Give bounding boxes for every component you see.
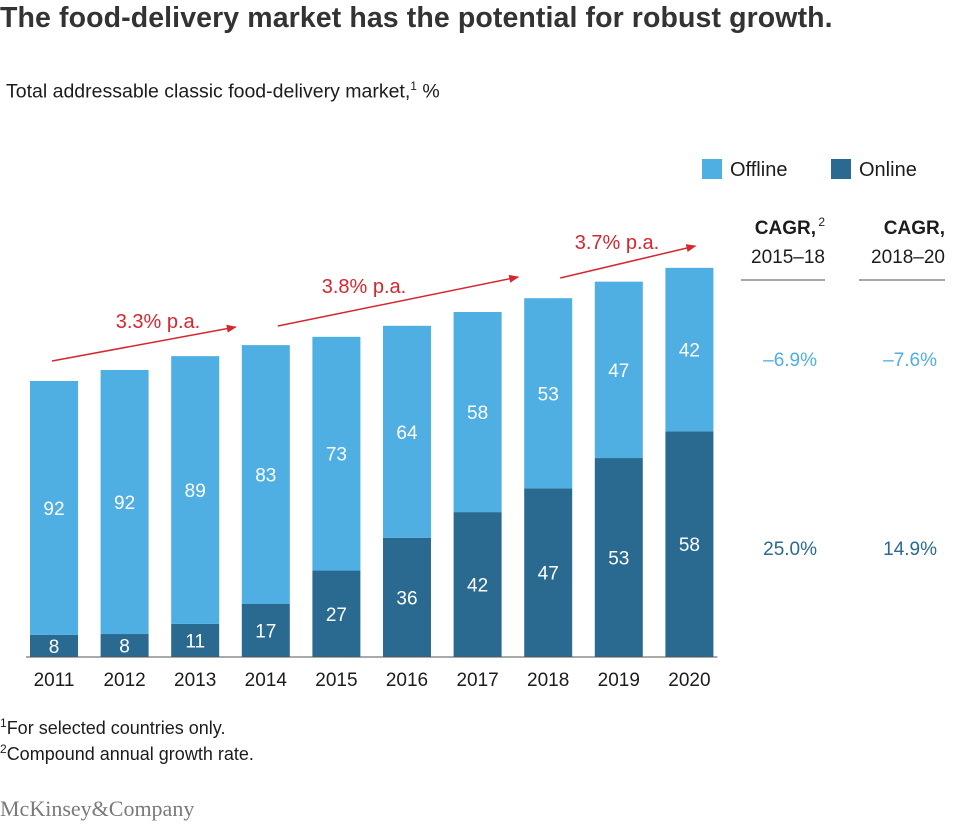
label-offline-2012: 92	[114, 493, 135, 514]
bar-offline-2015	[312, 336, 361, 571]
bar-offline-2012	[100, 369, 149, 635]
label-online-2013: 11	[185, 631, 205, 652]
cagr-header-1: CAGR,	[755, 218, 816, 239]
legend-label-online: Online	[859, 159, 917, 181]
growth-arrow-2	[277, 274, 520, 327]
x-tick-2018: 2018	[527, 670, 569, 691]
label-online-2018: 47	[538, 564, 559, 585]
x-tick-2020: 2020	[668, 670, 710, 691]
x-tick-2015: 2015	[315, 670, 357, 691]
label-offline-2013: 89	[185, 481, 206, 502]
bar-online-2012	[100, 634, 149, 657]
cagr-header-footnote-1: 2	[818, 215, 825, 229]
legend: Offline Online	[702, 159, 917, 181]
bar-offline-2013	[171, 356, 220, 624]
label-offline-2011: 92	[43, 499, 64, 520]
x-tick-2017: 2017	[456, 670, 498, 691]
label-online-2017: 42	[467, 576, 488, 597]
bar-offline-2011	[30, 381, 78, 635]
label-online-2019: 53	[608, 549, 629, 570]
bar-offline-2016	[383, 325, 431, 538]
growth-label-2: 3.8% p.a.	[322, 276, 407, 298]
legend-swatch-online	[831, 159, 851, 179]
bar-online-2015	[312, 570, 361, 657]
footnote-2-marker: 2	[0, 742, 7, 756]
label-online-2014: 17	[255, 621, 276, 642]
x-tick-labels: 2011 2012 2013 2014 2015 2016 2017 2018 2019 2020	[34, 670, 711, 691]
footnote-1-text: For selected countries only.	[6, 718, 226, 738]
cagr-header-2: CAGR,	[884, 218, 945, 239]
x-tick-2014: 2014	[245, 670, 288, 691]
label-offline-2018: 53	[538, 384, 559, 405]
chart-subtitle: Total addressable classic food-delivery …	[6, 79, 440, 104]
label-online-2012: 8	[119, 637, 130, 658]
subtitle-unit: %	[422, 80, 440, 103]
label-offline-2019: 47	[608, 361, 629, 382]
bar-online-2018	[524, 488, 573, 657]
footnote-2: 2Compound annual growth rate.	[0, 742, 254, 765]
x-tick-2012: 2012	[103, 670, 145, 691]
label-offline-2015: 73	[326, 445, 347, 466]
brand-logo: McKinsey&Company	[0, 796, 195, 821]
bars-group: 8 92 8 92 11 89 17 83 27 73 36 64 42 58 47 53 53 47 58 42	[26, 267, 718, 658]
bar-online-2020	[665, 431, 714, 657]
bar-online-2016	[383, 537, 431, 657]
x-tick-2016: 2016	[386, 670, 428, 691]
label-offline-2016: 64	[396, 423, 418, 444]
bar-offline-2019	[594, 281, 643, 459]
bar-online-2017	[453, 512, 502, 657]
bar-offline-2020	[665, 267, 714, 432]
subtitle-text: Total addressable classic food-delivery …	[6, 80, 411, 103]
label-online-2011: 8	[49, 637, 60, 658]
cagr-period-2: 2018–20	[871, 247, 945, 268]
label-online-2015: 27	[326, 605, 347, 626]
growth-arrow-1	[51, 324, 237, 362]
cagr-online-2: 14.9%	[883, 539, 937, 560]
bar-online-2013	[171, 623, 220, 657]
bar-offline-2017	[453, 312, 502, 513]
label-online-2016: 36	[396, 588, 417, 609]
bar-online-2014	[241, 603, 290, 657]
cagr-period-1: 2015–18	[751, 247, 825, 268]
legend-label-offline: Offline	[730, 159, 787, 181]
footnote-2-text: Compound annual growth rate.	[6, 744, 254, 764]
growth-label-3: 3.7% p.a.	[575, 232, 660, 254]
cagr-online-1: 25.0%	[763, 539, 817, 560]
cagr-offline-2: –7.6%	[883, 350, 937, 371]
growth-arrow-3	[560, 244, 697, 279]
footnote-1: 1For selected countries only.	[0, 716, 225, 739]
growth-label-1: 3.3% p.a.	[116, 311, 201, 333]
bar-online-2011	[30, 634, 78, 657]
legend-swatch-offline	[702, 159, 722, 179]
x-tick-2013: 2013	[174, 670, 216, 691]
chart-title: The food-delivery market has the potenti…	[0, 2, 833, 34]
x-tick-2011: 2011	[34, 670, 75, 691]
footnote-1-marker: 1	[0, 716, 7, 730]
bar-online-2019	[594, 458, 643, 657]
x-tick-2019: 2019	[598, 670, 640, 691]
bar-offline-2018	[524, 298, 573, 489]
label-offline-2017: 58	[467, 403, 488, 424]
label-offline-2020: 42	[679, 341, 700, 362]
subtitle-footnote-marker: 1	[410, 79, 417, 93]
cagr-table: CAGR, 22015–18–6.9%25.0%CAGR,2018–20–7.6%…	[741, 215, 945, 560]
label-offline-2014: 83	[255, 466, 276, 487]
cagr-offline-1: –6.9%	[763, 350, 817, 371]
label-online-2020: 58	[679, 535, 700, 556]
bar-offline-2014	[241, 345, 290, 604]
growth-arrows: 3.3% p.a. 3.8% p.a. 3.7% p.a.	[51, 232, 697, 362]
